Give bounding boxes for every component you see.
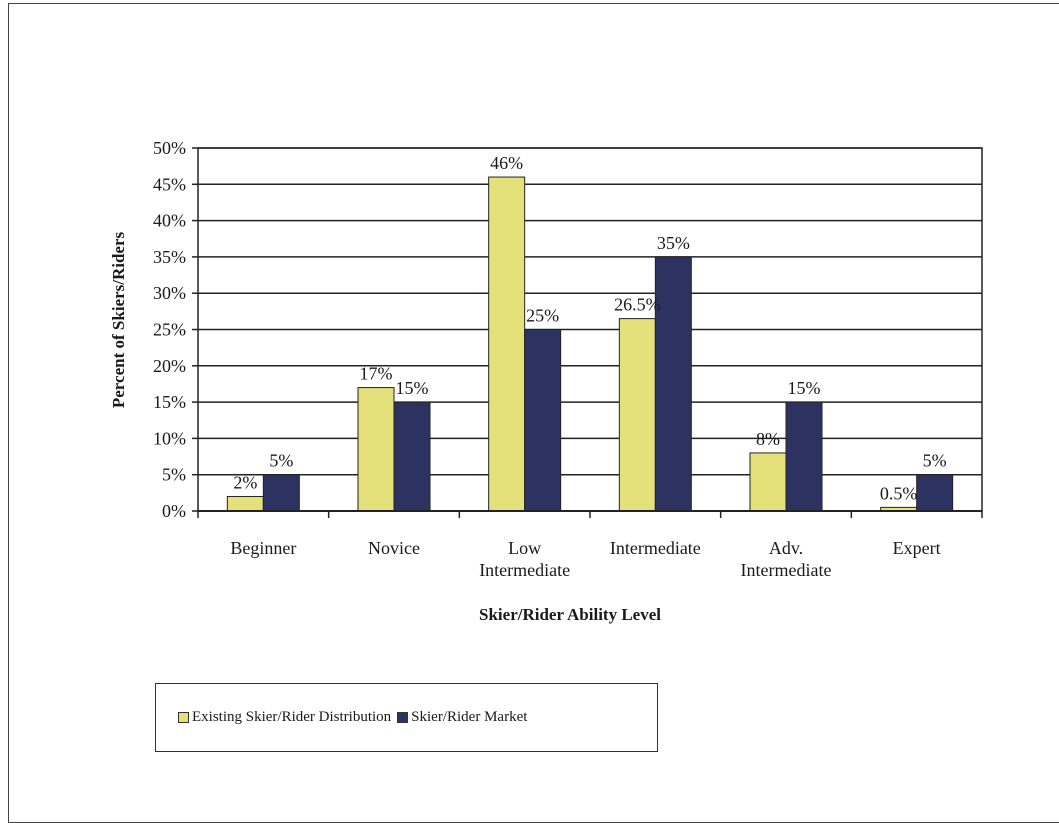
x-tick-label: Beginner (230, 538, 296, 558)
bar-existing (618, 318, 656, 512)
chart: 0% 5% 10% 15% 20% 25% 30% 35% 40% 45% 50% Beginner N… (109, 138, 983, 624)
y-tick-label: 45% (153, 174, 186, 194)
bar-existing (357, 387, 395, 512)
legend-item-market: Skier/Rider Market (397, 709, 527, 726)
data-label-market: 35% (657, 233, 690, 253)
data-label-market: 15% (396, 378, 429, 398)
bar-market (524, 329, 562, 512)
data-label-market: 5% (923, 451, 947, 471)
x-tick-label: Intermediate (479, 560, 570, 580)
x-tick-label: Intermediate (610, 538, 701, 558)
legend-swatch-market (397, 712, 409, 723)
data-label-existing: 46% (490, 153, 523, 173)
bar-existing (226, 495, 264, 512)
y-tick-label: 0% (162, 501, 186, 521)
data-label-market: 5% (269, 451, 293, 471)
gridlines (197, 147, 983, 512)
x-tick-label: Low (508, 538, 541, 558)
y-tick-label: 35% (153, 247, 186, 267)
data-label-existing: 8% (756, 429, 780, 449)
data-label-existing: 17% (360, 364, 393, 384)
y-tick-label: 30% (153, 283, 186, 303)
data-labels: 2%5%17%15%46%25%26.5%35%8%15%0.5%5% (233, 153, 946, 503)
bar-market (393, 401, 431, 512)
bar-market (916, 474, 954, 512)
data-label-existing: 26.5% (614, 295, 661, 315)
bars (226, 176, 954, 512)
x-tick-label: Novice (368, 538, 420, 558)
bar-market (262, 474, 300, 512)
data-label-market: 25% (526, 306, 559, 326)
legend-label-existing: Existing Skier/Rider Distribution (192, 709, 392, 725)
y-axis-title: Percent of Skiers/Riders (109, 231, 128, 408)
y-tick-label: 25% (153, 320, 186, 340)
legend-label-market: Skier/Rider Market (411, 709, 528, 725)
y-tick-label: 40% (153, 211, 186, 231)
x-tick-label: Expert (893, 538, 941, 558)
legend-swatch-existing (178, 712, 189, 723)
y-tick-label: 15% (153, 392, 186, 412)
x-tick-label: Intermediate (741, 560, 832, 580)
axes: 0% 5% 10% 15% 20% 25% 30% 35% 40% 45% 50% Beginner N… (153, 138, 983, 580)
y-tick-label: 50% (153, 138, 186, 158)
y-tick-label: 20% (153, 356, 186, 376)
bar-existing (488, 176, 526, 512)
bar-market (785, 401, 823, 512)
data-label-existing: 0.5% (880, 483, 918, 503)
legend: Existing Skier/Rider Distribution Skier/… (155, 683, 658, 752)
data-label-existing: 2% (233, 472, 257, 492)
legend-item-existing: Existing Skier/Rider Distribution (178, 709, 391, 726)
y-tick-label: 10% (153, 428, 186, 448)
data-label-market: 15% (788, 378, 821, 398)
x-tick-label: Adv. (769, 538, 803, 558)
y-tick-label: 5% (162, 465, 186, 485)
bar-market (654, 256, 692, 512)
x-axis-title: Skier/Rider Ability Level (479, 605, 661, 624)
bar-existing (749, 452, 787, 512)
